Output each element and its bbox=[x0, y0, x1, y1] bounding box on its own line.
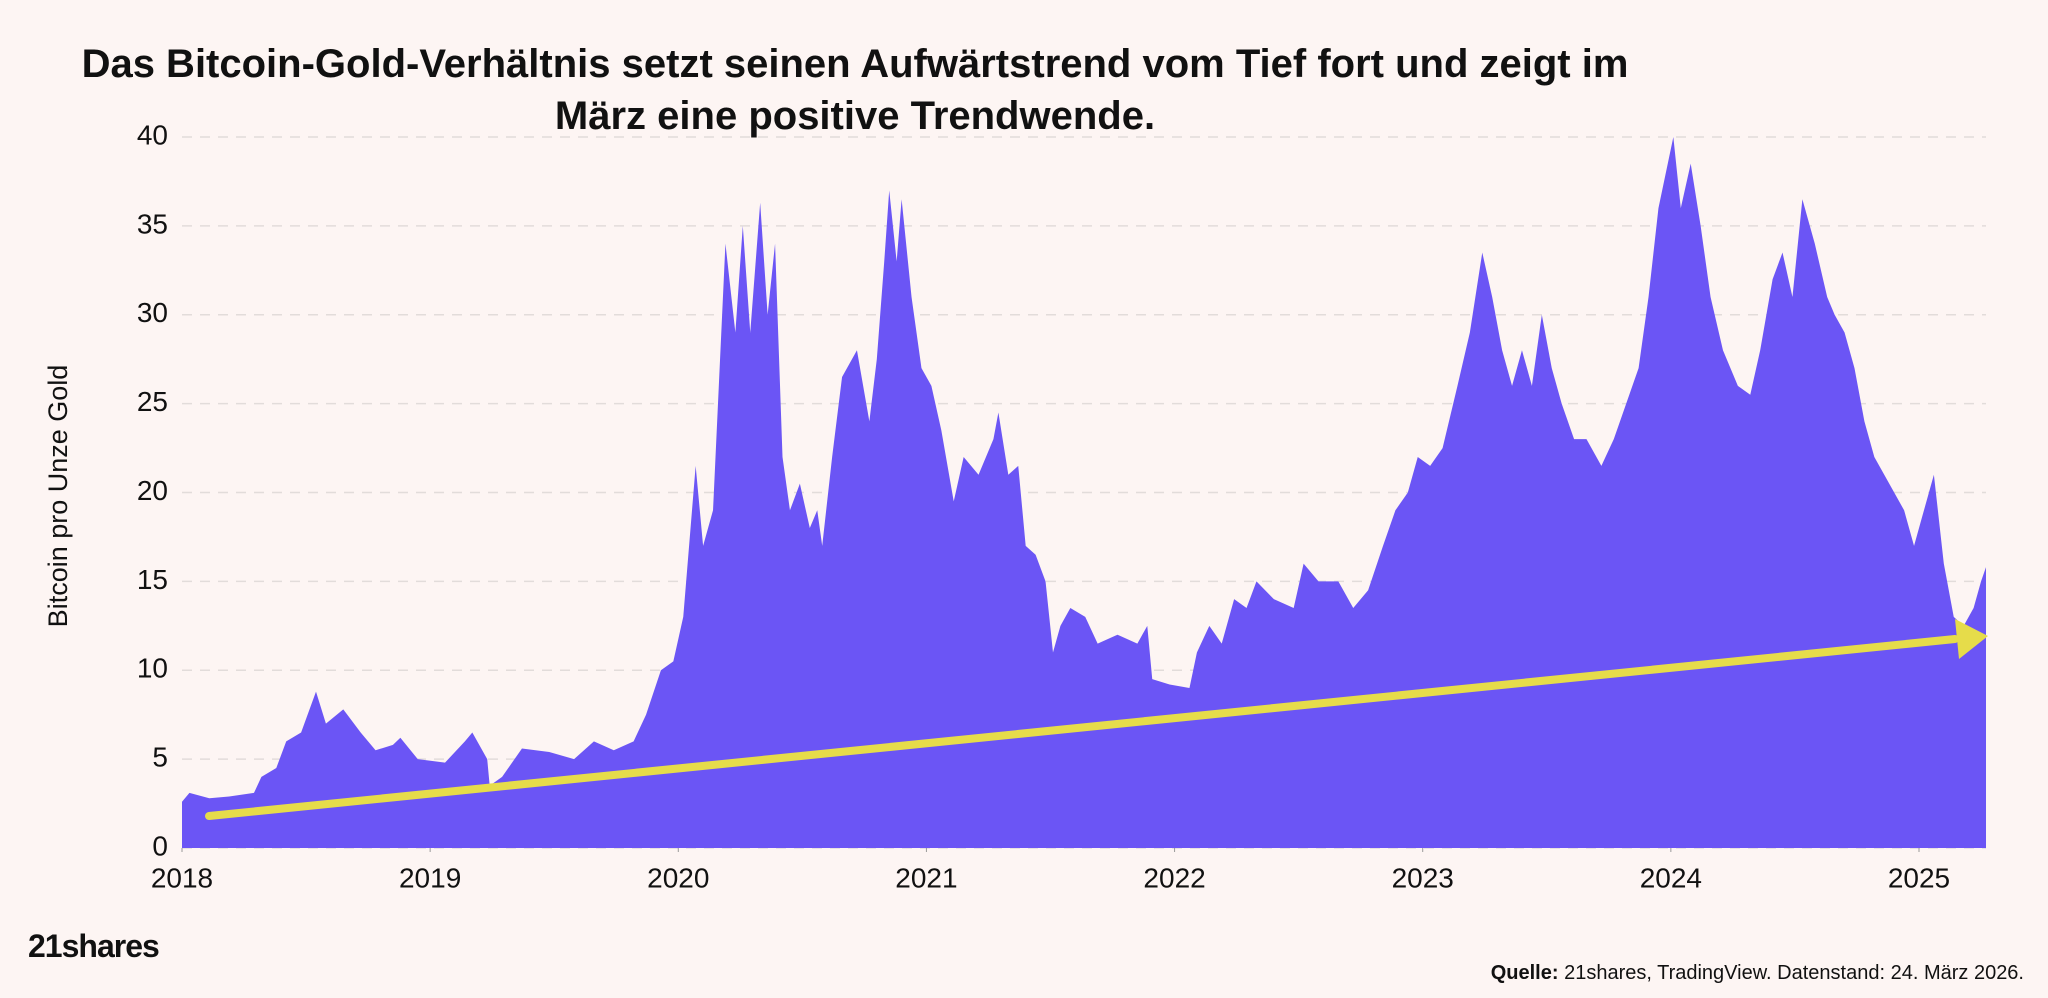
y-tick-label: 0 bbox=[152, 830, 168, 861]
area bbox=[182, 137, 1986, 848]
y-tick-label: 5 bbox=[152, 742, 168, 773]
trend-arrow bbox=[205, 635, 1959, 820]
x-tick-label: 2023 bbox=[1392, 862, 1454, 893]
x-tick-label: 2024 bbox=[1640, 862, 1702, 893]
logo: 21shares bbox=[28, 928, 160, 964]
source: Quelle: 21shares, TradingView. Datenstan… bbox=[1491, 962, 2024, 985]
x-tick-label: 2020 bbox=[647, 862, 709, 893]
y-tick-label: 20 bbox=[137, 475, 168, 506]
x-tick-label: 2022 bbox=[1143, 862, 1205, 893]
y-tick-label: 30 bbox=[137, 297, 168, 328]
x-tick-label: 2025 bbox=[1888, 862, 1950, 893]
x-tick-label: 2018 bbox=[151, 862, 213, 893]
x-tick-label: 2019 bbox=[399, 862, 461, 893]
chart-title: Das Bitcoin-Gold-Verhältnis setzt seinen… bbox=[81, 42, 1629, 138]
x-tick-label: 2021 bbox=[895, 862, 957, 893]
y-tick-label: 10 bbox=[137, 653, 168, 684]
y-tick-label: 25 bbox=[137, 386, 168, 417]
source-text: 21shares, TradingView. Datenstand: 24. M… bbox=[1564, 962, 2024, 984]
y-tick-label: 15 bbox=[137, 564, 168, 595]
y-axis-label: Bitcoin pro Unze Gold bbox=[43, 365, 73, 628]
y-tick-label: 35 bbox=[137, 208, 168, 239]
y-tick-label: 40 bbox=[137, 119, 168, 150]
trend-arrow-head bbox=[1955, 619, 1988, 659]
source-label: Quelle: bbox=[1490, 962, 1559, 984]
